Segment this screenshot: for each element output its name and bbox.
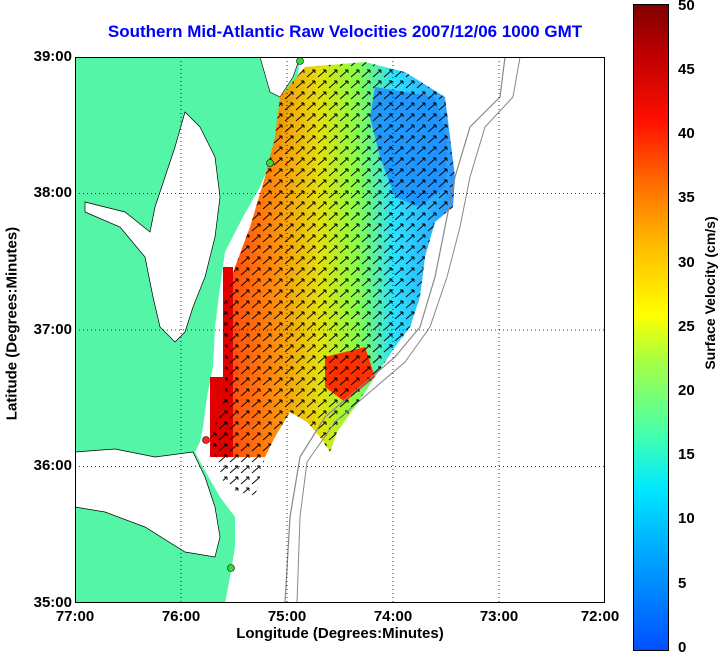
colorbar-tick-label: 35 xyxy=(678,189,695,206)
x-axis-label: Longitude (Degrees:Minutes) xyxy=(236,625,444,642)
map-title: Southern Mid-Atlantic Raw Velocities 200… xyxy=(107,22,583,41)
grid xyxy=(75,57,605,603)
colorbar-tick-label: 15 xyxy=(678,446,695,463)
colorbar-tick-label: 25 xyxy=(678,318,695,335)
colorbar-tick-label: 50 xyxy=(678,0,695,14)
x-tick-label: 77:00 xyxy=(55,608,95,625)
y-tick-label: 37:00 xyxy=(33,321,72,338)
y-tick-label: 39:00 xyxy=(33,48,72,65)
colorbar-tick-label: 30 xyxy=(678,254,695,271)
x-tick-label: 75:00 xyxy=(267,608,307,625)
colorbar-tick-label: 40 xyxy=(678,125,695,142)
colorbar xyxy=(633,4,669,651)
colorbar-tick-label: 10 xyxy=(678,510,695,527)
colorbar-tick-label: 45 xyxy=(678,61,695,78)
x-tick-label: 76:00 xyxy=(161,608,201,625)
x-tick-label: 74:00 xyxy=(373,608,413,625)
y-tick-label: 35:00 xyxy=(33,594,72,611)
pamlico-sound xyxy=(75,448,221,558)
station-marker xyxy=(296,57,304,65)
map-plot-area xyxy=(75,57,605,603)
colorbar-tick-label: 5 xyxy=(678,575,687,592)
station-marker xyxy=(202,436,210,444)
station-marker xyxy=(227,564,235,572)
y-tick-label: 36:00 xyxy=(33,457,72,474)
map-border xyxy=(75,57,605,603)
x-tick-label: 72:00 xyxy=(580,608,620,625)
colorbar-tick-label: 20 xyxy=(678,382,695,399)
colorbar-label: Surface Velocity (cm/s) xyxy=(702,216,718,370)
delaware-bay xyxy=(259,57,301,98)
bathymetry-contour-2 xyxy=(296,57,521,603)
velocity-arrows xyxy=(210,62,455,497)
station-marker xyxy=(266,159,274,167)
bathymetry-contour xyxy=(284,57,506,603)
y-tick-label: 38:00 xyxy=(33,184,72,201)
chesapeake-bay xyxy=(84,111,221,343)
colorbar-tick-label: 0 xyxy=(678,639,687,656)
y-axis-label: Latitude (Degrees:Minutes) xyxy=(3,226,21,421)
x-tick-label: 73:00 xyxy=(479,608,519,625)
